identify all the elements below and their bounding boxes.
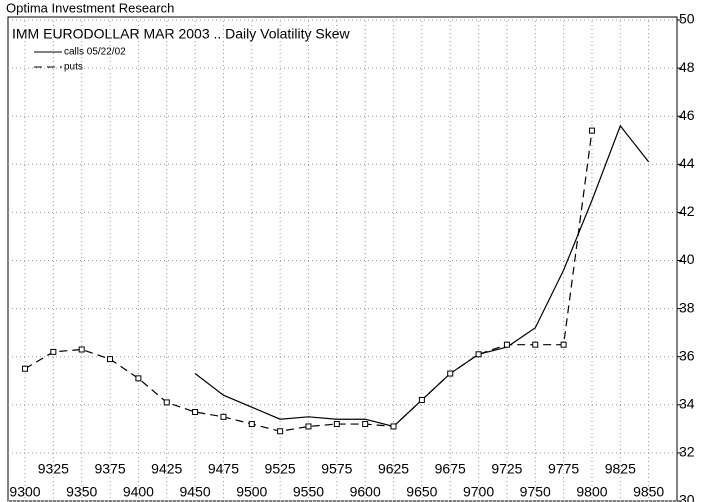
x-tick-label: 9675 <box>435 461 466 477</box>
x-tick-label: 9600 <box>350 484 381 500</box>
x-tick-label: 9300 <box>9 484 40 500</box>
plot-frame <box>7 16 678 502</box>
x-tick-label: 9425 <box>151 461 182 477</box>
point-marker <box>333 421 340 428</box>
point-marker <box>362 421 369 428</box>
x-tick-label: 9375 <box>94 461 125 477</box>
x-tick-label: 9775 <box>548 461 579 477</box>
point-marker <box>305 423 312 430</box>
y-tick-label: 34 <box>679 396 695 412</box>
x-tick-label: 9525 <box>265 461 296 477</box>
point-marker <box>532 341 539 348</box>
legend-label: calls 05/22/02 <box>64 47 126 58</box>
x-tick-label: 9325 <box>38 461 69 477</box>
point-marker <box>22 365 29 372</box>
legend-label: puts <box>64 62 83 73</box>
x-tick-label: 9400 <box>123 484 154 500</box>
point-marker <box>50 348 57 355</box>
x-tick-label: 9700 <box>463 484 494 500</box>
point-marker <box>503 341 510 348</box>
x-tick-label: 9750 <box>520 484 551 500</box>
point-marker <box>107 356 114 363</box>
point-marker <box>447 370 454 377</box>
x-tick-label: 9825 <box>605 461 636 477</box>
point-marker <box>475 351 482 358</box>
y-tick-label: 50 <box>679 11 695 27</box>
series-line <box>24 130 593 432</box>
x-tick-label: 9350 <box>66 484 97 500</box>
x-tick-label: 9800 <box>576 484 607 500</box>
x-tick-label: 9450 <box>180 484 211 500</box>
y-tick-label: 36 <box>679 347 695 363</box>
point-marker <box>78 346 85 353</box>
point-marker <box>418 396 425 403</box>
y-tick-label: 30 <box>679 492 695 502</box>
y-tick-label: 40 <box>679 251 695 267</box>
page-title: Optima Investment Research <box>6 0 174 15</box>
point-marker <box>390 423 397 430</box>
x-tick-label: 9725 <box>491 461 522 477</box>
point-marker <box>192 409 199 416</box>
x-tick-label: 9850 <box>633 484 664 500</box>
point-marker <box>163 399 170 406</box>
point-marker <box>135 375 142 382</box>
y-tick-label: 32 <box>679 444 695 460</box>
x-tick-label: 9575 <box>321 461 352 477</box>
x-tick-label: 9550 <box>293 484 324 500</box>
point-marker <box>220 413 227 420</box>
y-tick-label: 44 <box>679 155 695 171</box>
x-tick-label: 9500 <box>236 484 267 500</box>
point-marker <box>560 341 567 348</box>
x-tick-label: 9650 <box>406 484 437 500</box>
x-tick-label: 9625 <box>378 461 409 477</box>
y-tick-label: 46 <box>679 107 695 123</box>
chart-title: IMM EURODOLLAR MAR 2003 .. Daily Volatil… <box>12 26 351 42</box>
point-marker <box>588 127 595 134</box>
y-tick-label: 38 <box>679 299 695 315</box>
y-tick-label: 48 <box>679 59 695 75</box>
y-tick-label: 42 <box>679 203 695 219</box>
x-tick-label: 9475 <box>208 461 239 477</box>
point-marker <box>248 421 255 428</box>
point-marker <box>277 428 284 435</box>
